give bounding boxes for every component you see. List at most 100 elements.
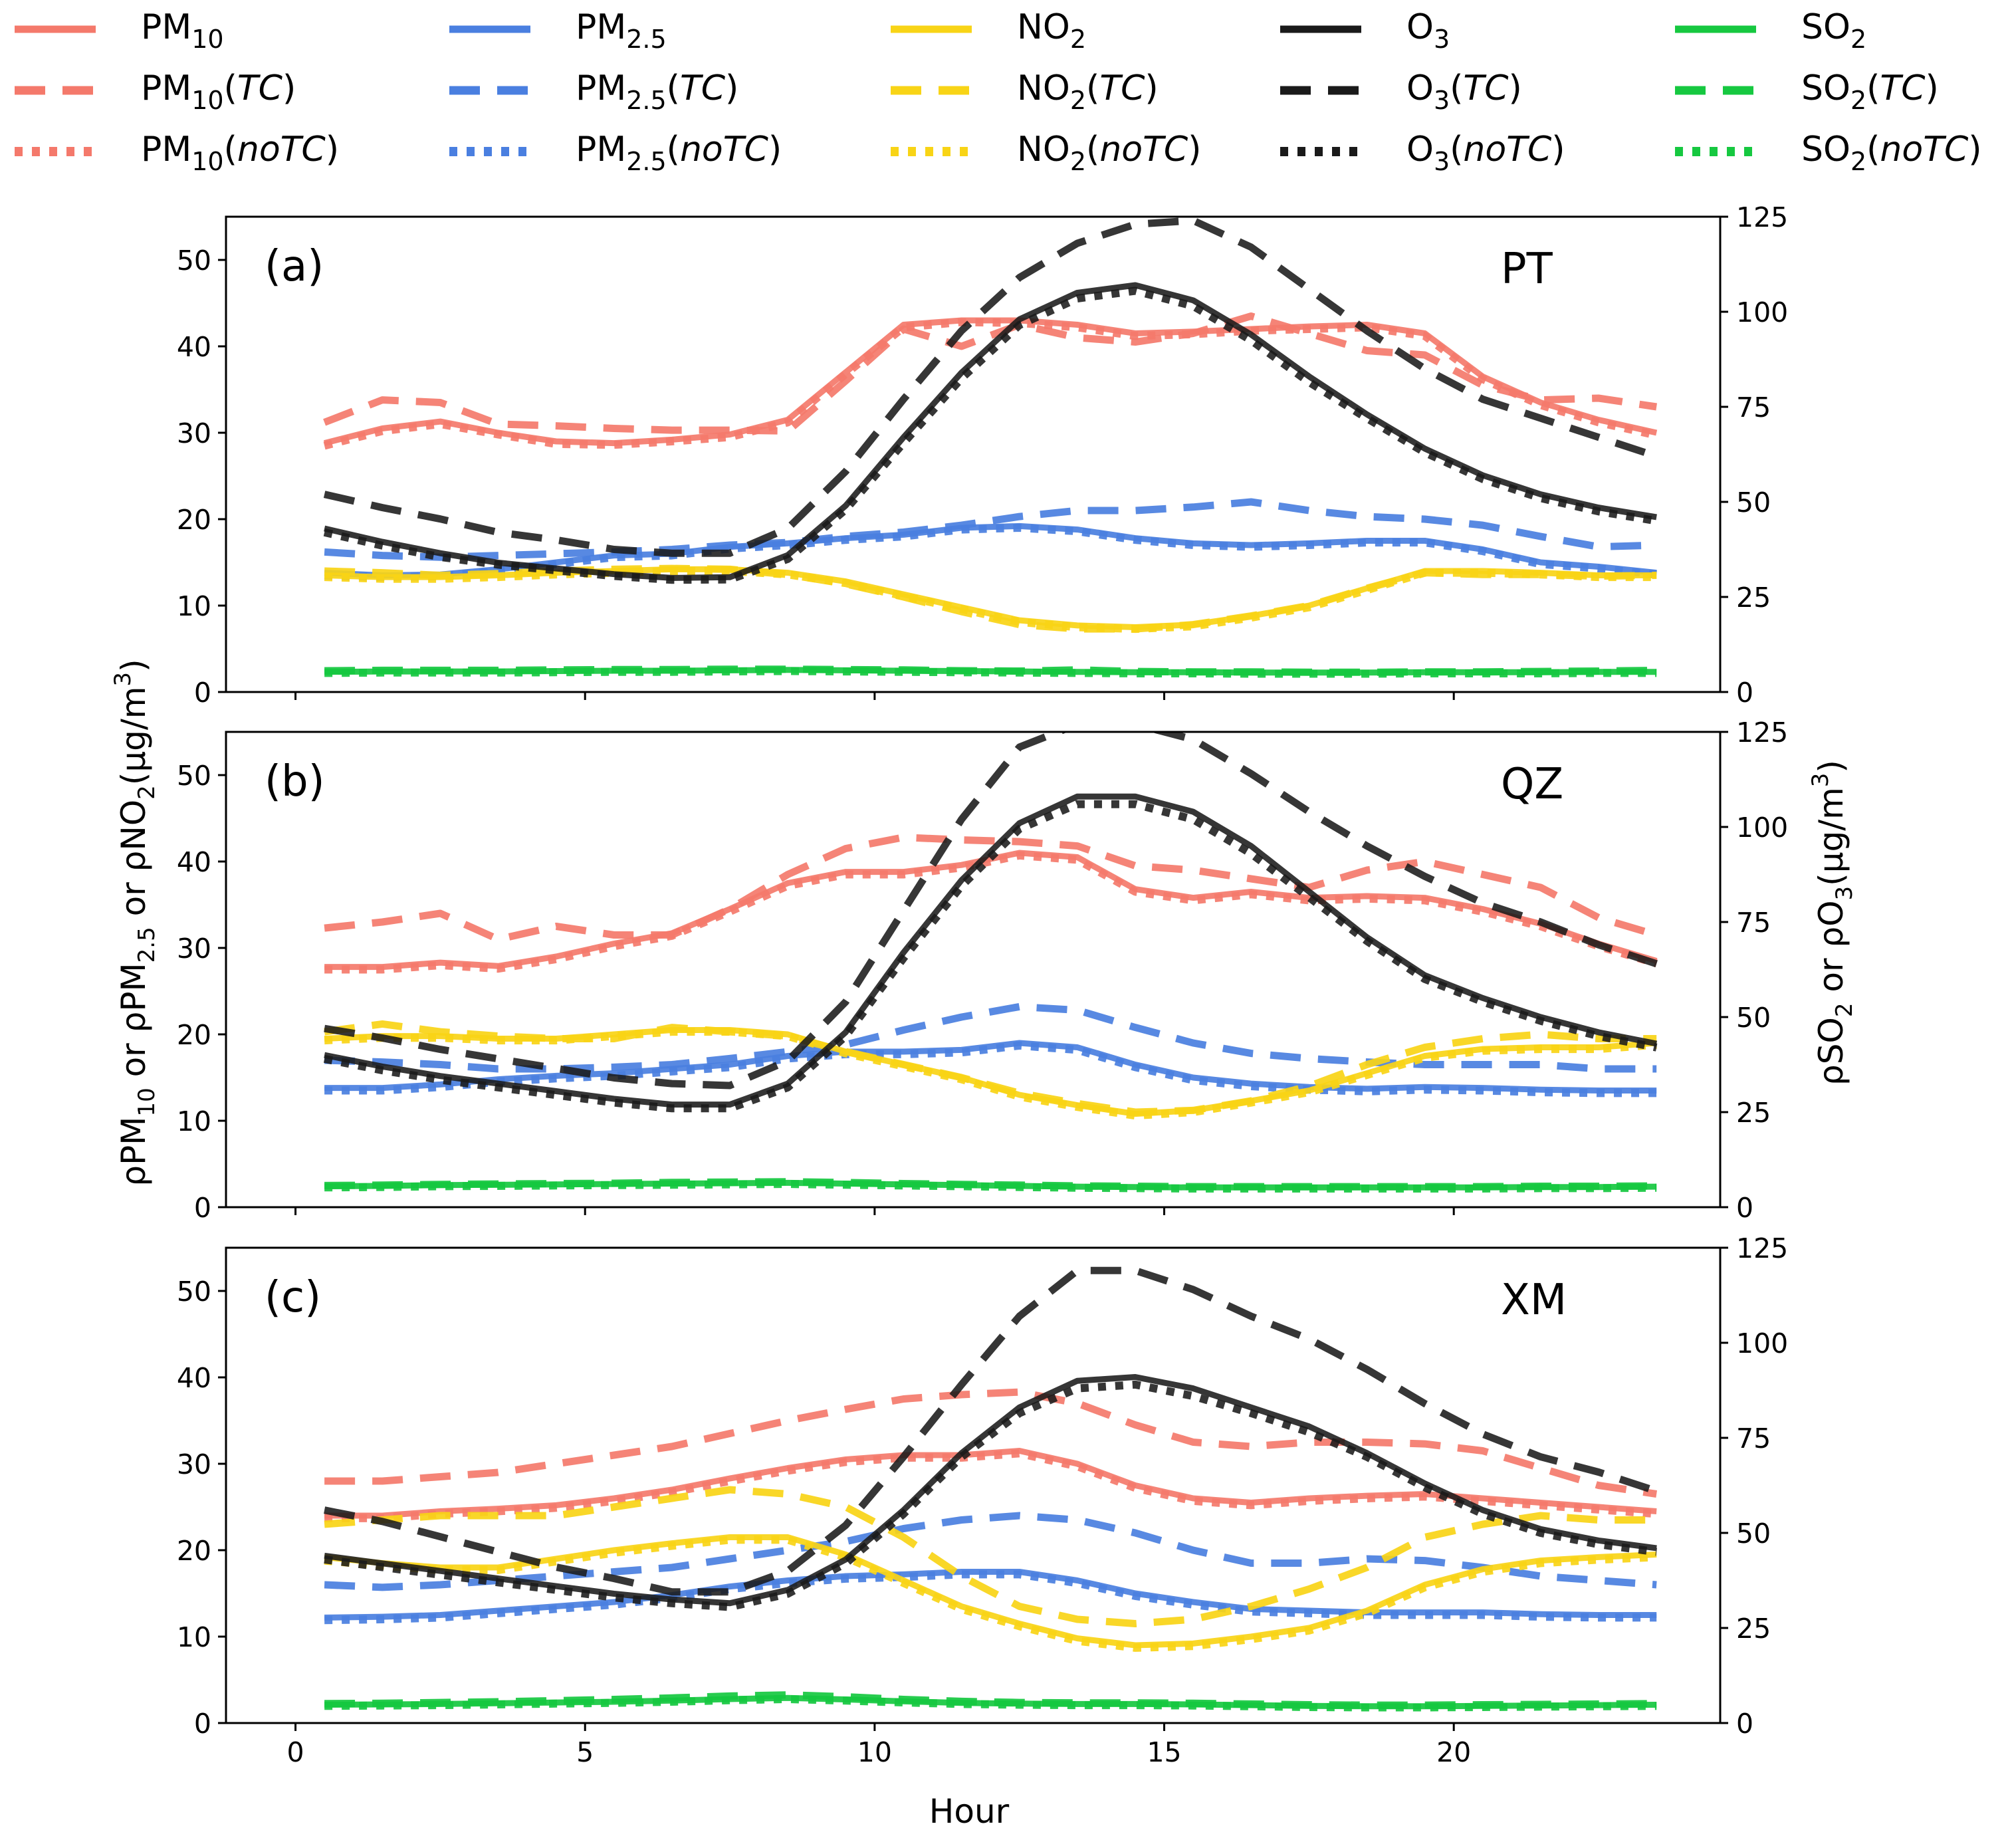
series-pm10-obs [324,850,1658,971]
series-so2-notc [324,1695,1657,1712]
site-label: QZ [1501,760,1563,809]
y-tick-label-left: 50 [177,1276,211,1308]
series-pm25-notc [324,524,1657,582]
series-no2-tc [324,564,1657,633]
legend-label: SO2(TC) [1801,68,1939,115]
site-label: PT [1501,245,1553,294]
x-tick-label: 10 [857,1736,892,1768]
legend-entry-so2-notc: SO2(noTC) [1675,130,1982,176]
y-tick-label-right: 100 [1736,812,1788,844]
y-tick-label-left: 40 [177,331,211,363]
site-label: XM [1501,1276,1567,1325]
series-pm10-tc [323,312,1658,435]
y-tick-label-left: 40 [177,846,211,878]
panel-pt: 0 10 20 30 40 50 0 25 50 75 100 125 (a) PT [177,201,1788,709]
legend-entry-pm10-notc: PM10(noTC) [15,130,339,176]
series-no2-tc [324,1486,1657,1627]
series-o3-tc [324,732,1658,1090]
axes-frame [225,1246,1722,1724]
panel-qz: 0 10 20 30 40 50 0 25 50 75 100 125 (b) QZ [177,717,1788,1224]
legend-label: O3(TC) [1406,68,1522,115]
legend-label: NO2(noTC) [1017,130,1201,176]
legend-entry-no2-notc: NO2(noTC) [891,130,1201,176]
series-pm25-tc [324,498,1657,561]
y-tick-label-left: 0 [194,1708,211,1740]
series-group [323,217,1658,678]
legend-label: SO2(noTC) [1801,130,1982,176]
axes-frame [225,731,1722,1209]
y-axis-right-label: ρSO2 or ρO3(μg/m3) [1807,760,1858,1086]
y-axis-right-title: ρSO2 or ρO3(μg/m3) [1807,760,1858,1086]
legend-label: O3 [1406,7,1450,54]
y-tick-label-right: 100 [1736,296,1788,328]
y-tick-label-right: 50 [1736,1518,1771,1550]
legend-entry-pm25-notc: PM2.5(noTC) [449,130,782,176]
panel-xm: 0 5 10 15 20 0 10 20 30 40 50 0 25 50 75 100 125 (c) XM [177,1232,1788,1768]
y-tick-label-left: 30 [177,417,211,449]
legend-entry-so2-obs: SO2 [1675,7,1866,54]
y-tick-label-left: 0 [194,677,211,709]
series-pm10-tc [324,1388,1658,1498]
series-group [323,732,1658,1193]
y-tick-label-left: 10 [177,590,211,622]
x-tick-label: 20 [1436,1736,1471,1768]
legend-label: PM2.5 [576,7,667,54]
series-pm25-tc [324,1002,1657,1073]
legend-entry-o3-tc: O3(TC) [1280,68,1522,115]
y-tick-label-right: 125 [1736,201,1788,233]
y-axis-left-title: ρPM10 or ρPM2.5 or ρNO2(μg/m3) [110,659,160,1186]
y-tick-label-right: 0 [1736,1708,1753,1740]
series-o3-tc [324,1266,1658,1596]
legend-label: PM10(noTC) [141,130,339,176]
y-tick-label-left: 10 [177,1621,211,1653]
y-tick-label-right: 25 [1736,1613,1771,1645]
y-tick-label-right: 100 [1736,1328,1788,1359]
series-pm25-obs [324,1040,1657,1094]
axes-frame [225,215,1722,693]
series-pm25-tc [324,1512,1657,1591]
legend-entry-no2-obs: NO2 [891,7,1086,54]
legend-label: PM10 [141,7,224,54]
legend-label: NO2(TC) [1017,68,1159,115]
legend-entry-pm10-obs: PM10 [15,7,224,54]
series-pm10-notc [324,851,1658,974]
legend-entry-no2-tc: NO2(TC) [891,68,1159,115]
legend-entry-o3-obs: O3 [1280,7,1450,54]
y-tick-label-right: 25 [1736,1097,1771,1129]
series-so2-notc [324,667,1657,678]
legend-label: SO2 [1801,7,1866,54]
series-group [324,1266,1658,1712]
x-tick-label: 15 [1147,1736,1181,1768]
x-tick-label: 0 [287,1736,304,1768]
y-tick-label-left: 30 [177,933,211,965]
x-tick-label: 5 [576,1736,594,1768]
x-axis-title: Hour [929,1792,1010,1831]
y-tick-label-left: 0 [194,1192,211,1224]
legend-label: NO2 [1017,7,1086,54]
legend-label: O3(noTC) [1406,130,1565,176]
y-tick-label-right: 0 [1736,677,1753,709]
legend-label: PM10(TC) [141,68,296,115]
y-tick-label-left: 20 [177,1019,211,1051]
legend-entry-pm25-tc: PM2.5(TC) [449,68,738,115]
y-tick-label-right: 0 [1736,1192,1753,1224]
legend-entry-pm25-obs: PM2.5 [449,7,667,54]
panel-label: (b) [265,757,325,806]
series-o3-notc [323,800,1658,1113]
series-o3-notc [323,287,1658,584]
y-tick-label-left: 10 [177,1105,211,1137]
series-so2-notc [324,1180,1657,1193]
series-o3-tc [323,217,1658,557]
series-pm10-tc [324,834,1658,943]
legend-entry-so2-tc: SO2(TC) [1675,68,1939,115]
y-tick-label-right: 75 [1736,392,1771,423]
y-tick-label-left: 50 [177,245,211,277]
y-tick-label-right: 25 [1736,582,1771,614]
y-tick-label-right: 125 [1736,717,1788,749]
legend-label: PM2.5(noTC) [576,130,782,176]
y-tick-label-right: 75 [1736,907,1771,939]
series-no2-tc [324,1020,1657,1116]
series-no2-notc [324,1028,1657,1120]
legend-label: PM2.5(TC) [576,68,738,115]
